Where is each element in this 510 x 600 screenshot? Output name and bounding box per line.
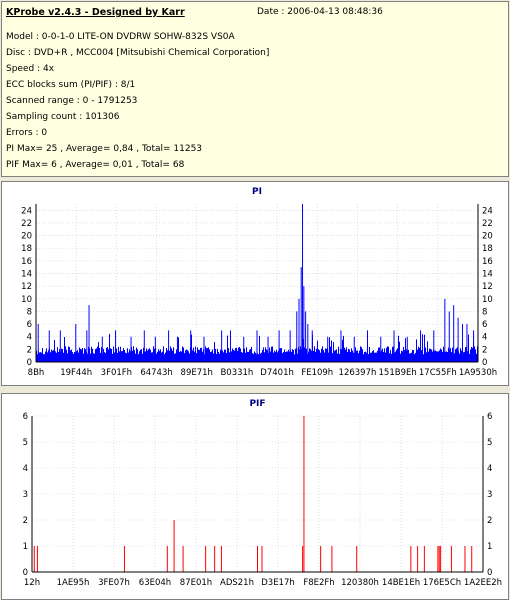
pi-summary-line: PI Max= 25 , Average= 0,84 , Total= 1125…	[6, 144, 203, 154]
pi-ytick-left: 16	[21, 257, 32, 267]
pi-xtick-label: 89E71h	[181, 368, 213, 378]
pi-xtick-label: 19F44h	[60, 368, 92, 378]
pif-ytick-left: 3	[23, 490, 28, 500]
pi-xtick-label: D7401h	[260, 368, 294, 378]
pif-ytick-right: 5	[487, 438, 492, 448]
pi-ytick-left: 10	[21, 295, 32, 305]
pif-xtick-label: F8E2Fh	[303, 578, 334, 588]
pi-ytick-right: 20	[482, 232, 493, 242]
pif-ytick-left: 5	[23, 438, 28, 448]
errors-line: Errors : 0	[6, 128, 48, 138]
pif-xtick-label: 120380h	[341, 578, 379, 588]
pif-chart: PIF 0 0 1 1 2 2 3 3 4 4 5 5 6 6 12h 1AE95h 3FE07h 63E04h 87…	[23, 399, 503, 588]
pi-xtick-label: B0331h	[220, 368, 253, 378]
app-title: KProbe v2.4.3 - Designed by Karr	[6, 7, 185, 18]
pi-xtick-label: 64743h	[140, 368, 172, 378]
pi-ytick-right: 16	[482, 257, 493, 267]
pi-xtick-label: 1A9530h	[459, 368, 497, 378]
pi-ytick-left: 18	[21, 244, 32, 254]
pi-xtick-label: 151B9Eh	[379, 368, 417, 378]
pi-ytick-right: 14	[482, 270, 493, 280]
pif-xtick-label: D3E17h	[261, 578, 295, 588]
pif-xtick-label: 14BE1Eh	[382, 578, 420, 588]
scanned-range-line: Scanned range : 0 - 1791253	[6, 96, 138, 106]
pi-ytick-right: 22	[482, 219, 493, 229]
scan-date: Date : 2006-04-13 08:48:36	[257, 7, 383, 17]
pif-ytick-right: 3	[487, 490, 492, 500]
pif-ytick-right: 2	[487, 516, 492, 526]
pi-xtick-label: 126397h	[339, 368, 377, 378]
pif-ytick-right: 6	[487, 412, 492, 422]
pi-ytick-left: 12	[21, 282, 32, 292]
pif-summary-line: PIF Max= 6 , Average= 0,01 , Total= 68	[6, 160, 185, 170]
pi-ytick-left: 14	[21, 270, 32, 280]
pif-ytick-left: 2	[23, 516, 28, 526]
pif-xtick-label: 1AE95h	[57, 578, 90, 588]
pif-xtick-label: 12h	[24, 578, 40, 588]
pif-ytick-left: 6	[23, 412, 28, 422]
pif-xtick-label: ADS21h	[220, 578, 254, 588]
pi-xtick-label: 8Bh	[28, 368, 45, 378]
pi-chart-panel: PI 0 0 2 2 4 4 6 6 8 8 10 10 12 12 14 14 16 16 18 18 20 20 22 22…	[1, 181, 509, 386]
pif-ytick-right: 1	[487, 542, 492, 552]
pif-ytick-right: 4	[487, 464, 492, 474]
pi-ytick-left: 20	[21, 232, 32, 242]
pif-ytick-left: 1	[23, 542, 28, 552]
pif-xtick-label: 176E5Ch	[423, 578, 461, 588]
sampling-count-line: Sampling count : 101306	[6, 112, 120, 122]
pi-ytick-right: 18	[482, 244, 493, 254]
model-line: Model : 0-0-1-0 LITE-ON DVDRW SOHW-832S …	[6, 32, 235, 42]
speed-line: Speed : 4x	[6, 64, 55, 74]
disc-line: Disc : DVD+R , MCC004 [Mitsubishi Chemic…	[6, 48, 270, 58]
pi-ytick-left: 2	[27, 345, 32, 355]
ecc-line: ECC blocks sum (PI/PIF) : 8/1	[6, 80, 136, 90]
pi-ytick-left: 0	[27, 358, 32, 368]
pif-ytick-left: 0	[23, 568, 28, 578]
pi-chart-title: PI	[252, 187, 262, 197]
pif-chart-panel: PIF 0 0 1 1 2 2 3 3 4 4 5 5 6 6 12h 1AE95h 3FE07h 63E04h 87…	[1, 393, 509, 600]
pi-xtick-label: FE109h	[301, 368, 333, 378]
pi-ytick-right: 10	[482, 295, 493, 305]
pi-ytick-right: 2	[482, 345, 487, 355]
pi-ytick-right: 12	[482, 282, 493, 292]
pi-ytick-left: 22	[21, 219, 32, 229]
pi-ytick-left: 8	[27, 307, 32, 317]
pi-ytick-left: 6	[27, 320, 32, 330]
pif-ytick-left: 4	[23, 464, 28, 474]
pi-xtick-label: 3F01Fh	[101, 368, 132, 378]
pif-chart-title: PIF	[249, 399, 265, 409]
pi-ytick-right: 4	[482, 333, 487, 343]
pi-ytick-left: 4	[27, 333, 32, 343]
pi-ytick-right: 8	[482, 307, 487, 317]
pif-xtick-label: 3FE07h	[98, 578, 130, 588]
pi-ytick-right: 0	[482, 358, 487, 368]
pif-xtick-label: 1A2EE2h	[464, 578, 502, 588]
pi-ytick-left: 24	[21, 206, 32, 216]
pi-xtick-label: 17C55Fh	[419, 368, 457, 378]
pi-ytick-right: 6	[482, 320, 487, 330]
pif-xtick-label: 87E01h	[180, 578, 212, 588]
pi-ytick-right: 24	[482, 206, 493, 216]
info-panel: KProbe v2.4.3 - Designed by Karr Date : …	[1, 1, 509, 177]
pif-ytick-right: 0	[487, 568, 492, 578]
pif-xtick-label: 63E04h	[139, 578, 171, 588]
